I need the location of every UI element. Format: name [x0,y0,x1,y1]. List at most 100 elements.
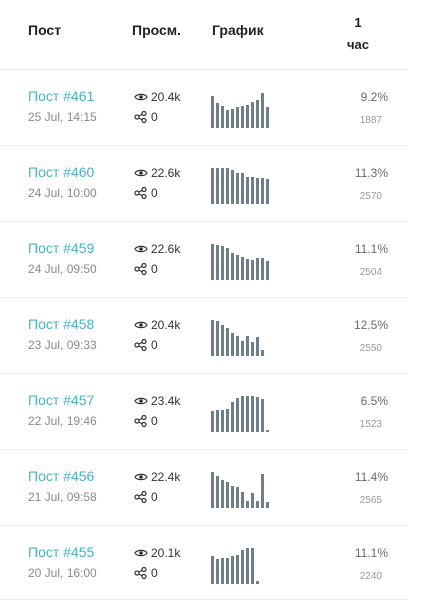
post-link[interactable]: Пост #459 [28,240,95,256]
chart-bar [216,559,219,584]
views-count: 20.4k [134,90,180,104]
views-count: 23.4k [134,394,180,408]
eye-icon [134,547,148,559]
chart-bar [251,493,254,508]
chart-bar [221,325,224,356]
chart-bar [226,328,229,356]
chart-bar [211,320,214,356]
post-link[interactable]: Пост #457 [28,392,95,408]
shares-count: 0 [134,186,158,200]
share-icon [134,263,148,275]
chart-bar [211,556,214,584]
chart-bar [226,409,229,432]
chart-bar [236,173,239,204]
shares-value: 0 [151,414,158,428]
shares-count: 0 [134,110,158,124]
views-chart [211,320,277,356]
chart-bar [261,178,264,204]
views-chart [211,396,277,432]
chart-bar [216,245,219,280]
chart-bar [221,558,224,584]
chart-bar [256,178,259,204]
chart-bar [256,397,259,432]
shares-value: 0 [151,490,158,504]
chart-bar [216,410,219,432]
views-count: 20.1k [134,546,180,560]
chart-bar [241,492,244,508]
chart-bar [241,257,244,280]
hour-percent: 11.1% [354,546,388,560]
shares-value: 0 [151,186,158,200]
chart-bar [211,168,214,204]
column-header-chart[interactable]: График [212,22,264,38]
chart-bar [231,109,234,128]
column-header-views[interactable]: Просм. [132,22,182,38]
chart-bar [236,107,239,128]
chart-bar [216,321,219,356]
chart-bar [261,474,264,508]
chart-bar [226,482,229,508]
table-row: Пост #457 22 Jul, 19:46 23.4k 0 6.5% 152… [0,374,408,450]
views-value: 22.6k [151,166,181,180]
chart-bar [256,337,259,356]
chart-bar [216,476,219,508]
post-date: 22 Jul, 19:46 [28,414,97,428]
chart-bar [231,402,234,432]
views-value: 23.4k [151,394,181,408]
hour-count: 1523 [359,419,382,430]
shares-value: 0 [151,566,158,580]
hour-count: 2570 [359,191,382,202]
chart-bar [266,261,269,280]
table-row: Пост #455 20 Jul, 16:00 20.1k 0 11.1% 22… [0,526,408,600]
post-link[interactable]: Пост #461 [28,88,95,104]
post-date: 21 Jul, 09:58 [28,490,97,504]
shares-value: 0 [151,338,158,352]
views-value: 22.4k [151,470,181,484]
hour-percent: 6.5% [360,394,388,408]
column-header-hour[interactable]: 1 час [338,12,378,56]
chart-bar [211,244,214,280]
chart-bar [266,502,269,508]
chart-bar [231,556,234,584]
eye-icon [134,319,148,331]
chart-bar [266,107,269,128]
chart-bar [251,260,254,280]
chart-bar [246,336,249,356]
post-link[interactable]: Пост #458 [28,316,95,332]
hour-count: 2240 [359,571,382,582]
chart-bar [246,501,249,508]
chart-bar [221,410,224,432]
share-icon [134,187,148,199]
chart-bar [221,480,224,508]
share-icon [134,111,148,123]
hour-count: 2565 [359,495,382,506]
views-value: 20.4k [151,90,181,104]
views-count: 22.6k [134,242,180,256]
eye-icon [134,91,148,103]
share-icon [134,491,148,503]
chart-bar [266,179,269,204]
chart-bar [241,550,244,584]
chart-bar [251,177,254,204]
table-row: Пост #458 23 Jul, 09:33 20.4k 0 12.5% 25… [0,298,408,374]
post-link[interactable]: Пост #455 [28,544,95,560]
column-header-hour-unit: час [346,37,369,52]
chart-bar [231,333,234,356]
chart-bar [256,501,259,508]
post-link[interactable]: Пост #456 [28,468,95,484]
chart-bar [236,255,239,280]
chart-bar [241,396,244,432]
post-date: 25 Jul, 14:15 [28,110,97,124]
chart-bar [251,342,254,356]
column-header-post[interactable]: Пост [28,22,62,38]
views-chart [211,472,277,508]
chart-bar [211,411,214,432]
post-link[interactable]: Пост #460 [28,164,95,180]
views-value: 20.1k [151,546,181,560]
chart-bar [236,555,239,584]
chart-bar [261,350,264,356]
chart-bar [251,548,254,584]
chart-bar [211,472,214,508]
views-count: 22.6k [134,166,180,180]
hour-count: 2550 [359,343,382,354]
